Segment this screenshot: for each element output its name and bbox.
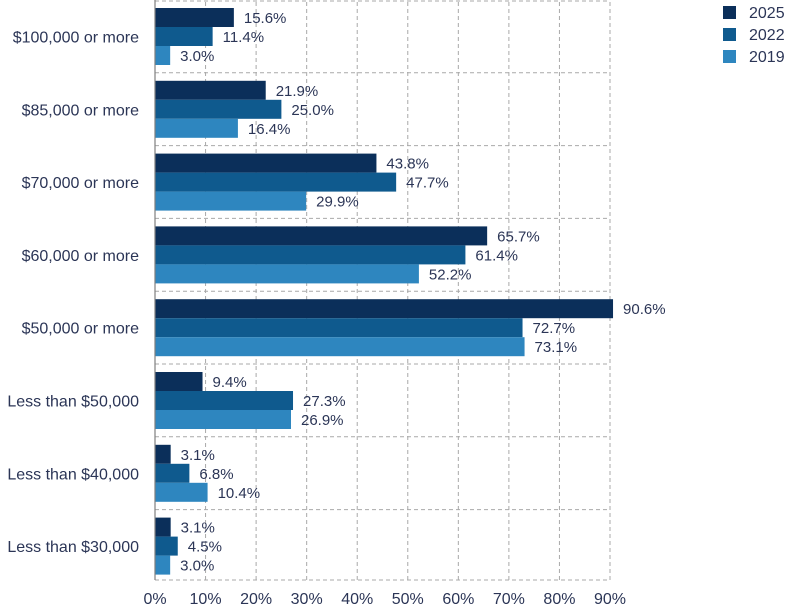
value-label: 65.7% [497, 228, 540, 245]
x-tick-label: 30% [291, 591, 323, 608]
grid-layer [155, 0, 611, 581]
bar-2025 [155, 299, 614, 319]
bar-2019 [155, 191, 307, 211]
bar-2019 [155, 118, 238, 138]
bar-2022 [155, 172, 397, 192]
x-tick-label: 80% [543, 591, 575, 608]
x-tick-label: 20% [240, 591, 272, 608]
bar-layer [155, 8, 614, 575]
value-label: 72.7% [533, 320, 576, 337]
value-label: 29.9% [316, 194, 359, 211]
value-label: 3.0% [180, 558, 214, 575]
value-label: 27.3% [303, 393, 346, 410]
legend-swatch-2022 [723, 28, 736, 41]
value-label: 3.0% [180, 48, 214, 65]
legend-label: 2025 [749, 5, 785, 22]
bar-2025 [155, 372, 203, 391]
bar-2025 [155, 444, 171, 464]
value-label: 25.0% [291, 102, 334, 119]
bar-2022 [155, 99, 282, 119]
value-label: 11.4% [223, 29, 264, 46]
bar-2025 [155, 226, 488, 246]
legend-label: 2022 [749, 27, 785, 44]
category-label: Less than $40,000 [7, 466, 139, 483]
category-label: Less than $50,000 [7, 394, 139, 411]
value-label: 6.8% [199, 466, 233, 483]
value-label: 16.4% [248, 121, 291, 138]
value-label: 21.9% [276, 83, 319, 100]
value-label: 9.4% [213, 374, 247, 391]
bar-2025 [155, 80, 266, 100]
bar-2019 [155, 264, 419, 284]
value-label: 90.6% [623, 301, 666, 318]
value-label: 47.7% [406, 175, 449, 192]
bar-2022 [155, 463, 190, 483]
category-label: $50,000 or more [22, 321, 140, 338]
value-label: 61.4% [475, 247, 518, 264]
value-label: 15.6% [244, 10, 287, 27]
category-label: $100,000 or more [13, 30, 139, 47]
x-tick-label: 0% [143, 591, 166, 608]
value-label: 26.9% [301, 412, 344, 429]
bar-2022 [155, 27, 213, 46]
category-label: $60,000 or more [22, 248, 140, 265]
x-tick-label: 60% [442, 591, 474, 608]
value-label: 4.5% [188, 539, 222, 556]
legend: 2025 2022 2019 [723, 5, 785, 66]
bar-2025 [155, 153, 377, 173]
bar-2019 [155, 555, 171, 575]
value-label: 43.8% [386, 156, 429, 173]
bar-2019 [155, 46, 171, 65]
bar-2022 [155, 318, 523, 338]
bar-2019 [155, 410, 291, 429]
category-label: Less than $30,000 [7, 539, 139, 556]
legend-swatch-2019 [723, 50, 736, 63]
value-label: 3.1% [181, 447, 215, 464]
legend-label: 2019 [749, 49, 785, 66]
category-label: $85,000 or more [22, 102, 140, 119]
bar-2022 [155, 391, 294, 410]
x-tick-label: 90% [594, 591, 626, 608]
value-label-layer: 15.6% 11.4% 3.0% 21.9% 25.0%16.4% 43.8% 47.7% 2… [180, 10, 665, 575]
x-tick-label: 10% [190, 591, 222, 608]
bar-2022 [155, 245, 466, 265]
bar-2025 [155, 517, 171, 537]
value-label: 3.1% [181, 520, 215, 537]
value-label: 10.4% [218, 485, 261, 502]
bar-2025 [155, 8, 234, 27]
bar-2019 [155, 482, 208, 502]
bar-2022 [155, 536, 178, 556]
axis-layer: 0% 10% 20% 30% 40% 50% 60% 70% 80% 90% $100,000 or… [7, 0, 626, 608]
category-label: $70,000 or more [22, 175, 140, 192]
legend-swatch-2025 [723, 6, 736, 19]
bar-2019 [155, 337, 525, 357]
x-tick-label: 70% [493, 591, 525, 608]
value-label: 73.1% [535, 339, 578, 356]
x-tick-label: 40% [341, 591, 373, 608]
x-tick-label: 50% [392, 591, 424, 608]
value-label: 52.2% [429, 266, 472, 283]
